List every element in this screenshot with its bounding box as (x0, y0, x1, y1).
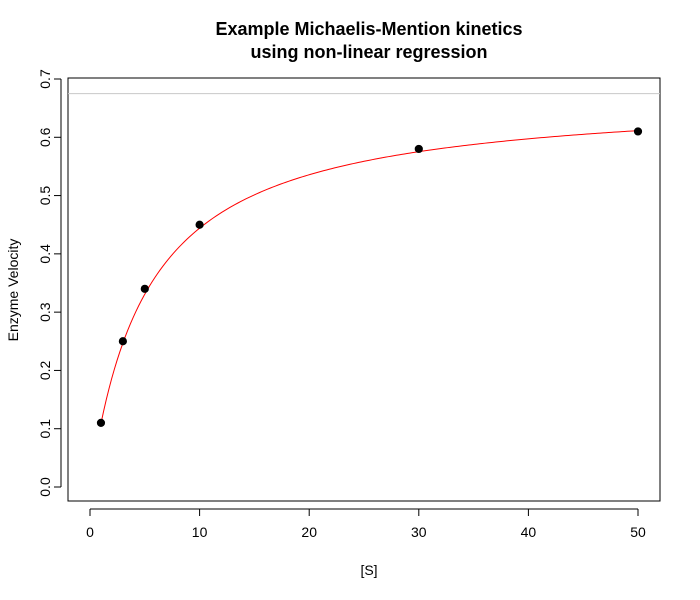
x-tick-label: 0 (86, 524, 94, 540)
x-tick-label: 50 (630, 524, 646, 540)
x-tick-label: 40 (521, 524, 537, 540)
y-tick-label: 0.6 (37, 127, 53, 147)
y-tick-label: 0.2 (37, 360, 53, 380)
chart-title-line-1: Example Michaelis-Mention kinetics (215, 19, 522, 39)
data-point (140, 284, 149, 293)
y-axis-label: Enzyme Velocity (5, 239, 21, 342)
x-axis: 0 10 20 30 40 50 (86, 508, 646, 540)
x-tick-label: 30 (411, 524, 427, 540)
data-point (118, 337, 127, 346)
y-tick-label: 0.7 (37, 69, 53, 89)
x-tick-label: 20 (301, 524, 317, 540)
y-tick-label: 0.3 (37, 302, 53, 322)
data-point (96, 418, 106, 427)
y-axis: 0.0 0.1 0.2 0.3 0.4 0.5 0.6 0.7 (37, 69, 62, 497)
y-tick-label: 0.1 (37, 419, 53, 439)
y-tick-label: 0.5 (37, 186, 53, 206)
fit-curve (100, 130, 639, 424)
chart-title-line-2: using non-linear regression (250, 42, 487, 62)
data-point (633, 127, 643, 136)
x-axis-label: [S] (360, 562, 377, 578)
y-tick-label: 0.0 (37, 477, 53, 497)
plot-frame (67, 77, 661, 502)
y-tick-label: 0.4 (37, 244, 53, 264)
x-tick-label: 10 (192, 524, 208, 540)
data-points-layer (96, 127, 643, 427)
data-point (195, 220, 204, 229)
fit-curve-layer (100, 130, 639, 424)
data-point (414, 144, 423, 154)
